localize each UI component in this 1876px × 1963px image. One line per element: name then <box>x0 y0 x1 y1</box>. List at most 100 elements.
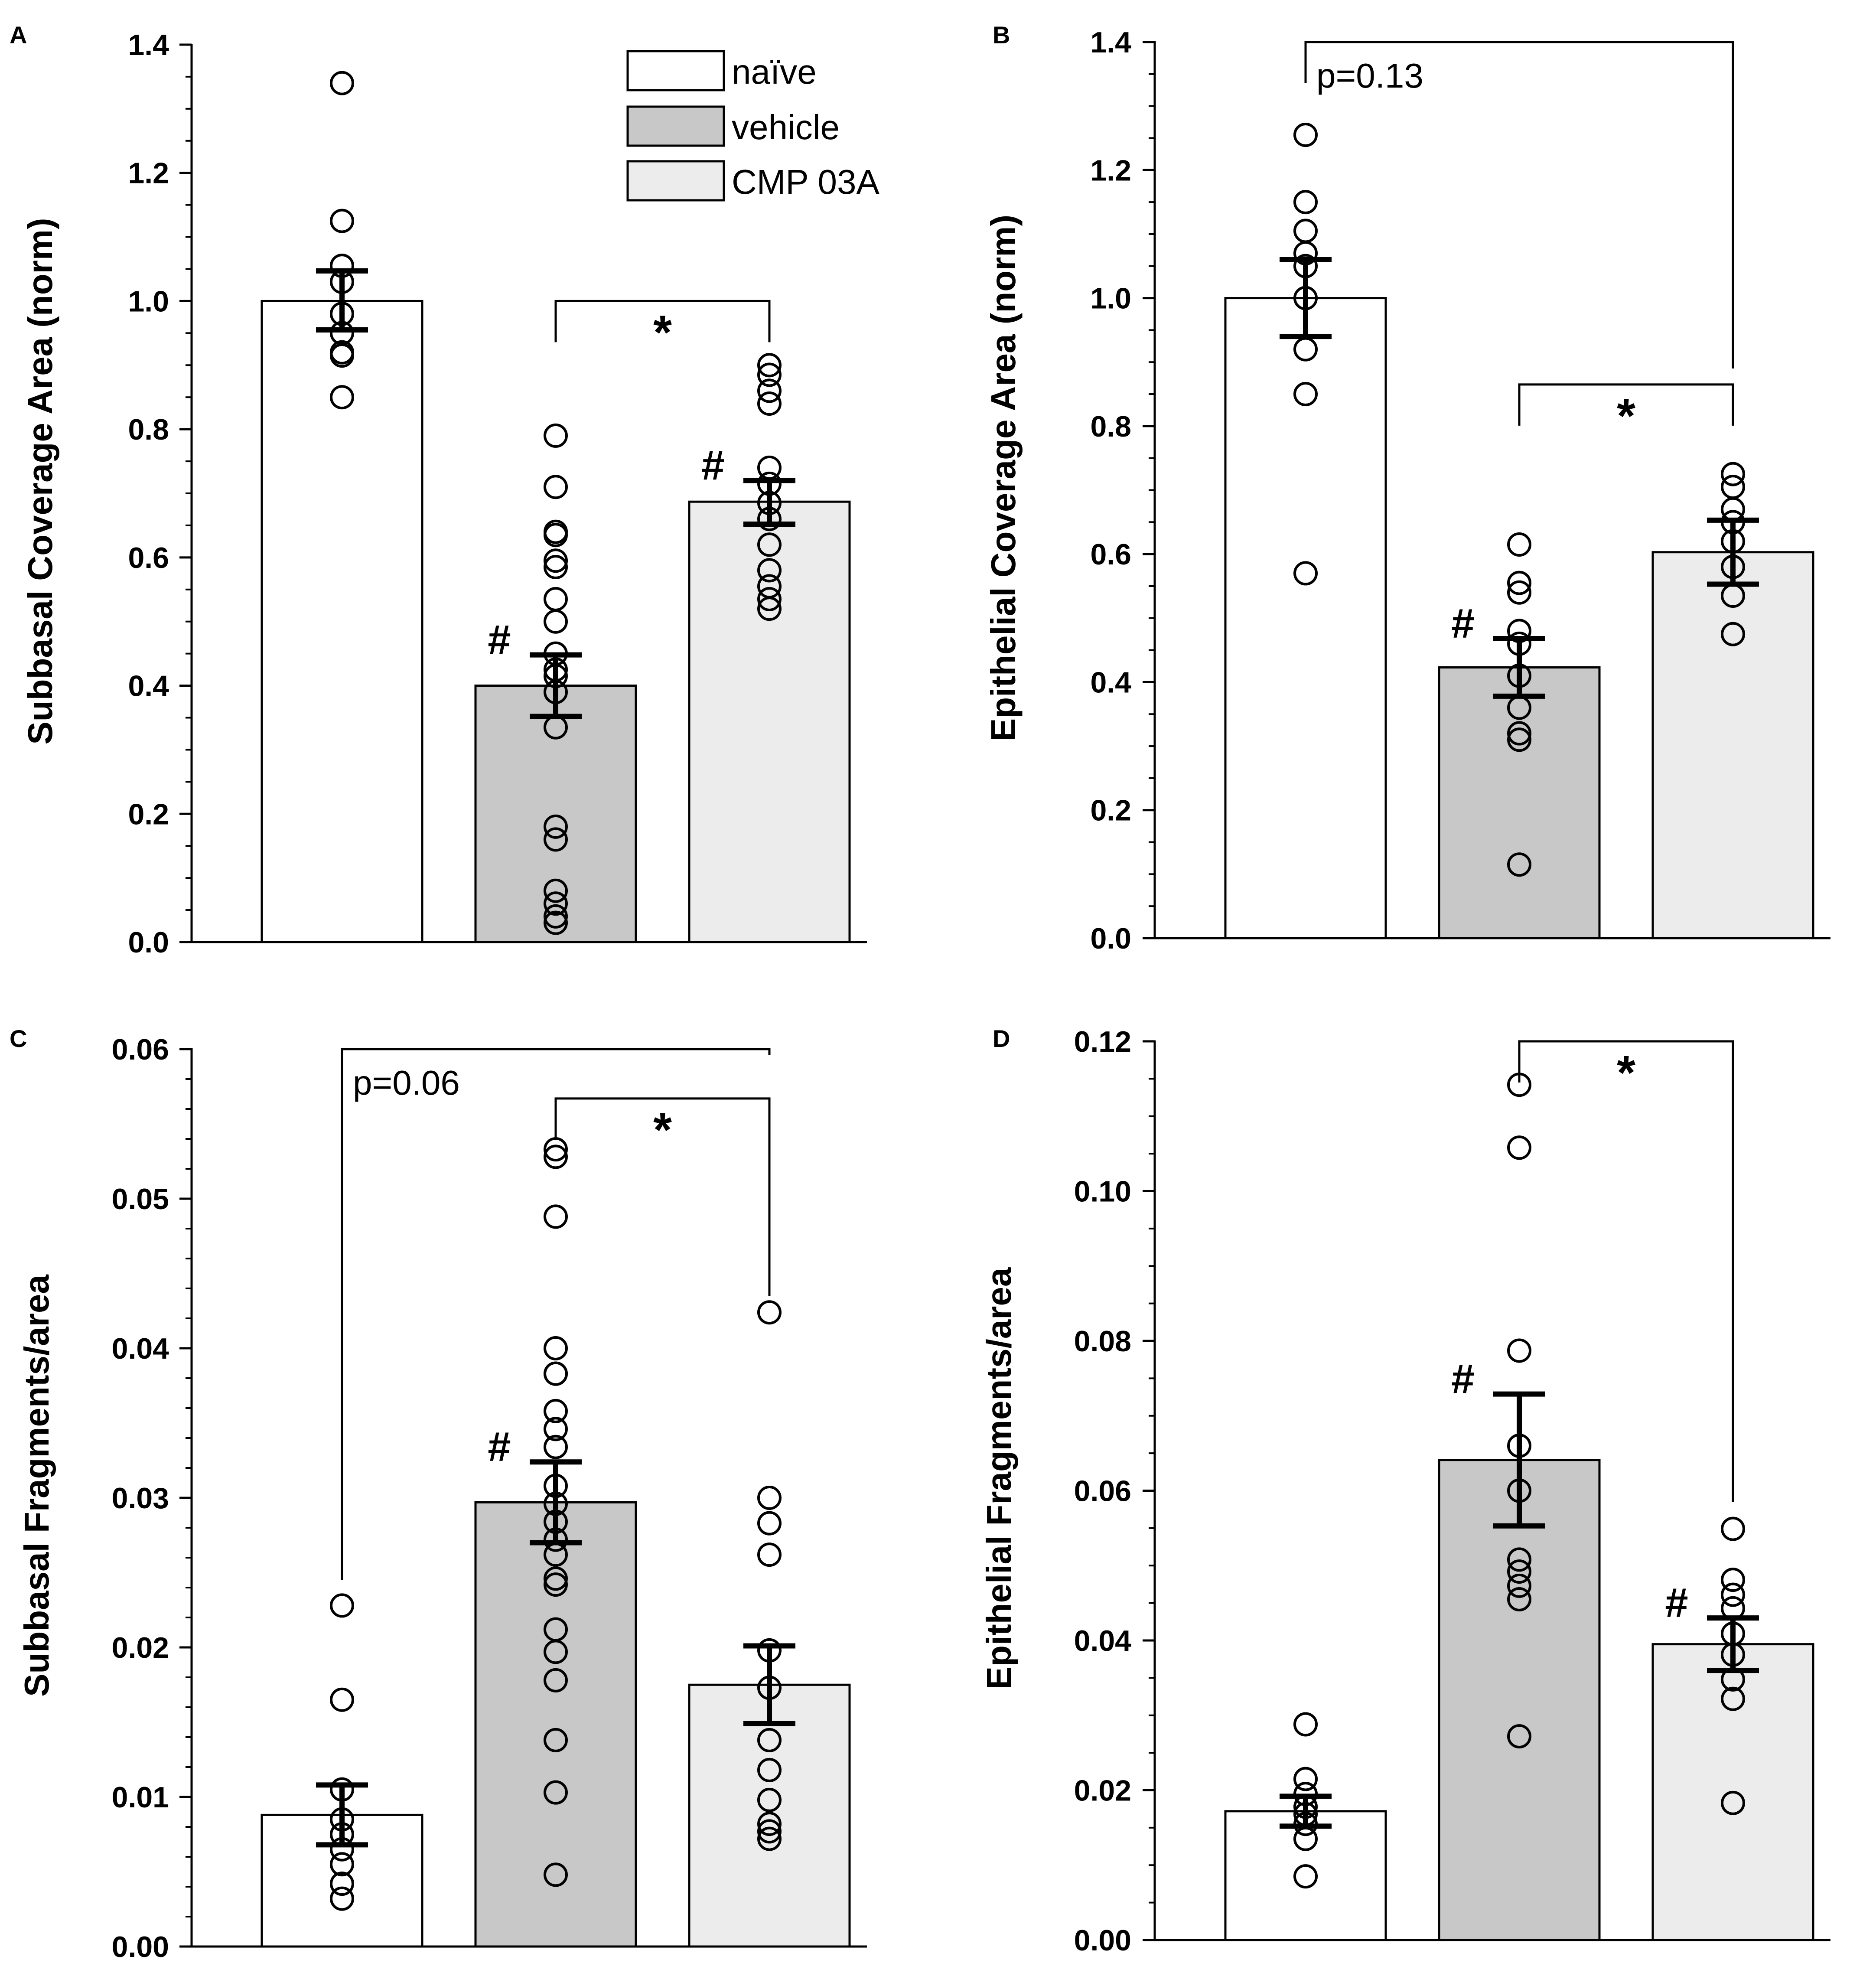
bar-d-vehicle <box>1438 1459 1601 1941</box>
data-point <box>1293 1712 1318 1737</box>
p-value-label: p=0.13 <box>1316 56 1423 95</box>
data-point <box>544 1336 568 1360</box>
data-point <box>544 1572 568 1597</box>
data-point <box>1293 123 1318 147</box>
y-axis-label-d: Epithelial Fragments/area <box>980 1267 1018 1689</box>
legend-swatch-naive <box>626 50 725 91</box>
data-point <box>544 523 568 548</box>
data-point <box>1721 1790 1745 1815</box>
tick-label: 1.0 <box>128 285 169 318</box>
data-point <box>1507 1559 1531 1584</box>
data-point <box>1507 580 1531 605</box>
data-point <box>1293 1767 1318 1791</box>
legend-swatch-cmp03a <box>626 160 725 202</box>
significance-hash: # <box>1665 1580 1688 1626</box>
data-point <box>757 378 782 403</box>
data-point <box>544 1780 568 1805</box>
tick-label: 0.10 <box>1074 1175 1131 1208</box>
data-point <box>757 1787 782 1812</box>
tick-label: 0.02 <box>112 1631 169 1664</box>
data-point <box>757 597 782 621</box>
tick-label: 0.6 <box>1090 538 1131 571</box>
data-point <box>544 1204 568 1229</box>
tick-label: 0.04 <box>112 1332 169 1365</box>
data-point <box>757 587 782 611</box>
data-point <box>757 1486 782 1510</box>
legend: naïve vehicle CMP 03A <box>626 50 880 202</box>
significance-hash: # <box>701 442 724 489</box>
data-point <box>1507 532 1531 557</box>
significance-bracket <box>554 300 771 342</box>
data-point <box>757 1819 782 1844</box>
data-point <box>544 1145 568 1169</box>
data-point <box>1507 1587 1531 1611</box>
significance-hash: # <box>488 1424 511 1470</box>
data-point <box>757 532 782 557</box>
tick-label: 0.00 <box>112 1930 169 1961</box>
data-point <box>544 548 568 573</box>
chart-panel-b: B 0.0 0.2 0.4 0.6 0.8 1.0 1.2 1.4 Epithelial Cove… <box>984 21 1830 955</box>
significance-hash: # <box>1451 1356 1474 1402</box>
tick-label: 0.03 <box>112 1482 169 1515</box>
data-point <box>544 423 568 448</box>
bar-b-vehicle <box>1438 666 1601 939</box>
p-value-label: p=0.06 <box>353 1063 460 1102</box>
data-point <box>544 891 568 916</box>
legend-label-vehicle: vehicle <box>732 108 840 147</box>
data-point <box>330 1593 354 1618</box>
significance-star: * <box>1617 1046 1635 1099</box>
data-point <box>757 362 782 387</box>
data-point <box>544 904 568 929</box>
panel-letter-c: C <box>10 1025 27 1052</box>
data-point <box>1721 462 1745 486</box>
tick-label: 1.4 <box>1090 26 1131 59</box>
data-point <box>757 1812 782 1836</box>
data-point <box>757 1728 782 1752</box>
bar-c-vehicle <box>474 1501 637 1948</box>
data-point <box>1507 1135 1531 1160</box>
data-point <box>1507 571 1531 595</box>
data-point <box>544 1566 568 1591</box>
data-point <box>544 475 568 499</box>
tick-label: 1.2 <box>1090 154 1131 187</box>
tick-label: 0.06 <box>112 1033 169 1066</box>
data-point <box>544 1640 568 1664</box>
tick-label: 1.2 <box>128 157 169 190</box>
data-point <box>330 209 354 233</box>
tick-label: 0.01 <box>112 1781 169 1814</box>
tick-label: 0.4 <box>128 670 169 703</box>
tick-label: 1.0 <box>1090 282 1131 315</box>
data-point <box>544 1668 568 1692</box>
tick-label: 0.8 <box>1090 410 1131 443</box>
tick-label: 0.12 <box>1074 1025 1131 1058</box>
data-point <box>330 1687 354 1712</box>
panel-letter-a: A <box>10 21 27 49</box>
significance-star: * <box>653 306 672 359</box>
bar-d-naive <box>1224 1810 1387 1941</box>
legend-label-naive: naïve <box>732 52 817 91</box>
y-axis-label-b: Epithelial Coverage Area (norm) <box>984 215 1023 741</box>
significance-bracket <box>341 1048 771 1580</box>
tick-label: 0.05 <box>112 1183 169 1216</box>
data-point <box>1507 1547 1531 1572</box>
tick-label: 0.6 <box>128 541 169 574</box>
tick-label: 0.0 <box>1090 922 1131 955</box>
tick-label: 1.4 <box>128 29 169 62</box>
data-point <box>330 1852 354 1877</box>
data-point <box>757 391 782 416</box>
chart-panel-d: D 0.00 0.02 0.04 0.06 0.08 0.10 0.12 Epithelial … <box>980 1025 1830 1957</box>
data-point <box>1293 561 1318 586</box>
y-axis-label-c: Subbasal Fragments/area <box>17 1275 56 1697</box>
panel-letter-b: B <box>993 21 1010 49</box>
data-point <box>1507 1338 1531 1363</box>
significance-star: * <box>653 1103 672 1157</box>
panel-letter-d: D <box>993 1025 1010 1052</box>
data-point <box>1293 382 1318 407</box>
data-point <box>1721 1568 1745 1592</box>
data-point <box>330 385 354 410</box>
significance-bracket <box>1518 383 1734 426</box>
data-point <box>1721 1516 1745 1541</box>
tick-label: 0.00 <box>1074 1924 1131 1957</box>
bar-b-cmp03a <box>1651 551 1814 939</box>
